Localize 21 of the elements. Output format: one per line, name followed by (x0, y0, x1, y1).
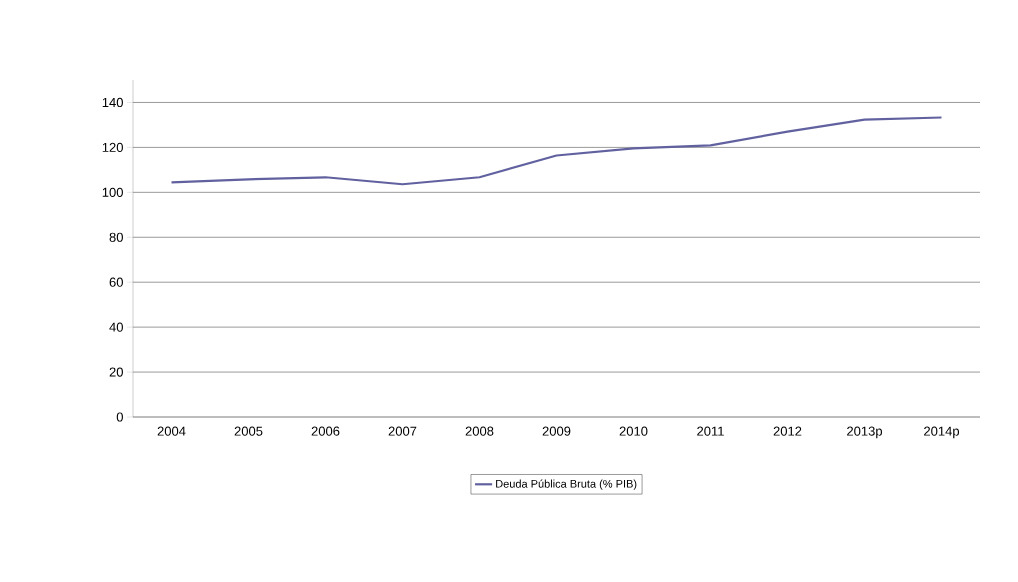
x-tick-label: 2012 (773, 426, 802, 436)
y-tick-label: 20 (109, 367, 123, 377)
x-tick-label: 2006 (311, 426, 340, 436)
x-tick-label: 2013p (847, 426, 883, 439)
y-tick-label: 0 (116, 412, 123, 422)
x-tick-label: 2011 (697, 426, 724, 436)
y-tick-label: 120 (102, 142, 123, 152)
line-series (170, 116, 943, 186)
y-tick-label: 100 (102, 187, 123, 197)
legend-label: Deuda Pública Bruta (% PIB) (496, 479, 637, 490)
x-tick-label: 2010 (619, 426, 648, 436)
x-tick-label: 2009 (542, 426, 571, 436)
y-tick-label: 40 (109, 322, 123, 332)
y-tick-label: 80 (109, 232, 123, 242)
x-tick-label: 2008 (465, 426, 494, 436)
x-tick-label: 2014p (924, 426, 960, 439)
y-tick-label: 140 (102, 97, 123, 108)
x-tick-label: 2004 (157, 426, 186, 436)
x-tick-label: 2007 (388, 426, 417, 436)
x-tick-label: 2005 (234, 426, 263, 436)
y-tick-label: 60 (109, 277, 123, 287)
